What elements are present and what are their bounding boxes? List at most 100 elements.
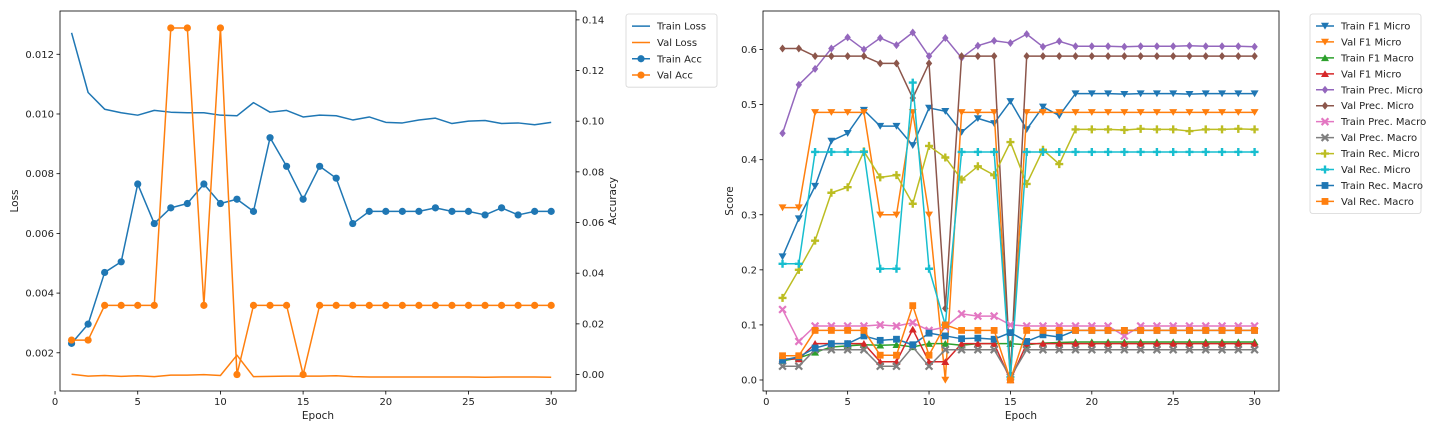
y2-tick-label: 0.02 bbox=[582, 319, 604, 330]
data-point bbox=[1072, 52, 1079, 61]
data-point bbox=[941, 153, 950, 162]
data-point bbox=[1038, 345, 1048, 354]
y2-tick-label: 0.08 bbox=[582, 167, 604, 178]
data-point bbox=[1055, 333, 1063, 341]
data-point bbox=[925, 211, 934, 219]
data-point bbox=[924, 362, 934, 371]
data-point bbox=[908, 142, 917, 149]
data-point bbox=[1038, 109, 1047, 116]
legend-marker bbox=[1320, 133, 1330, 142]
data-point bbox=[1055, 345, 1064, 354]
data-point bbox=[941, 340, 950, 347]
data-point bbox=[1201, 125, 1210, 134]
data-point bbox=[1218, 327, 1226, 334]
data-point bbox=[779, 129, 786, 138]
data-point bbox=[990, 147, 999, 156]
legend-item-val-f1-micro: Val F1 Micro bbox=[1316, 69, 1401, 80]
data-point bbox=[957, 128, 966, 136]
data-point bbox=[794, 215, 803, 223]
data-point bbox=[828, 44, 835, 53]
data-point bbox=[973, 109, 982, 116]
data-point bbox=[974, 41, 982, 50]
data-point bbox=[859, 340, 868, 347]
data-point bbox=[794, 259, 803, 268]
series-line-val-prec-macro bbox=[782, 346, 1255, 378]
data-point bbox=[1136, 340, 1145, 347]
y-tick-label: 0.6 bbox=[741, 45, 757, 56]
data-point bbox=[1251, 327, 1258, 334]
data-point bbox=[1152, 125, 1161, 134]
legend-item-train-prec-macro: Train Prec. Macro bbox=[1316, 117, 1426, 128]
data-point bbox=[1137, 42, 1144, 51]
x-tick-label: 25 bbox=[462, 397, 475, 408]
data-point bbox=[811, 236, 820, 245]
legend-label: Train Rec. Micro bbox=[1340, 149, 1420, 160]
data-point bbox=[464, 207, 473, 215]
x-tick-label: 15 bbox=[1004, 397, 1017, 408]
data-point bbox=[1169, 147, 1178, 156]
legend-frame bbox=[625, 13, 718, 88]
data-point bbox=[860, 332, 868, 340]
data-point bbox=[1185, 340, 1194, 347]
data-point bbox=[1071, 109, 1080, 116]
data-point bbox=[1104, 109, 1113, 116]
y-tick-label: 0.012 bbox=[25, 50, 54, 61]
data-point bbox=[1251, 42, 1258, 51]
data-point bbox=[974, 334, 982, 342]
data-point bbox=[1120, 109, 1129, 116]
data-point bbox=[1022, 345, 1031, 354]
data-point bbox=[1218, 340, 1227, 347]
data-point bbox=[1218, 90, 1227, 98]
series-val-prec-micro bbox=[779, 44, 1258, 379]
data-point bbox=[779, 352, 786, 360]
loss-accuracy-chart: 0 5 10 15 20 25 30 0.002 0.004 0.006 0.008 0.010 0.0… bbox=[9, 10, 718, 422]
legend-marker bbox=[1321, 54, 1329, 62]
data-point bbox=[1234, 327, 1242, 334]
data-point bbox=[941, 321, 949, 329]
series-line-train-prec-micro bbox=[781, 31, 1255, 134]
plot-frame bbox=[762, 10, 1280, 392]
data-point bbox=[1202, 52, 1209, 61]
series-line-val-loss bbox=[71, 354, 552, 379]
data-point bbox=[1055, 147, 1064, 156]
data-point bbox=[1022, 109, 1031, 116]
x-tick-label: 20 bbox=[379, 397, 392, 408]
data-point bbox=[973, 115, 982, 122]
data-point bbox=[990, 52, 998, 61]
series-line-train-f1-micro bbox=[781, 92, 1255, 257]
plot-frame bbox=[59, 10, 577, 392]
data-point bbox=[266, 301, 274, 309]
legend-frame bbox=[1309, 13, 1422, 214]
legend-label: Train Rec. Macro bbox=[1340, 181, 1423, 192]
data-point bbox=[216, 24, 225, 32]
data-point bbox=[827, 137, 836, 145]
data-point bbox=[1055, 160, 1064, 169]
legend-label: Val Acc bbox=[657, 71, 693, 82]
data-point bbox=[1103, 345, 1113, 354]
data-point bbox=[811, 147, 820, 156]
data-point bbox=[183, 24, 191, 32]
y-tick-label: 0.008 bbox=[25, 169, 54, 180]
data-point bbox=[811, 348, 820, 356]
data-point bbox=[1120, 327, 1128, 334]
data-point bbox=[974, 52, 982, 61]
data-point bbox=[990, 327, 998, 334]
data-point bbox=[464, 301, 473, 309]
data-point bbox=[1072, 42, 1079, 51]
data-point bbox=[1120, 345, 1129, 354]
data-point bbox=[1121, 42, 1128, 51]
data-point bbox=[299, 195, 307, 203]
data-point bbox=[794, 337, 803, 346]
x-axis-label: Epoch bbox=[302, 410, 334, 422]
data-point bbox=[547, 207, 555, 215]
data-point bbox=[876, 122, 885, 130]
data-point bbox=[779, 356, 786, 364]
data-point bbox=[531, 207, 539, 215]
data-point bbox=[990, 171, 999, 180]
data-point bbox=[778, 259, 787, 268]
data-point bbox=[1217, 345, 1227, 354]
data-point bbox=[876, 341, 885, 349]
data-point bbox=[908, 199, 917, 208]
legend-label: Train Prec. Micro bbox=[1340, 85, 1423, 96]
data-point bbox=[514, 301, 522, 309]
